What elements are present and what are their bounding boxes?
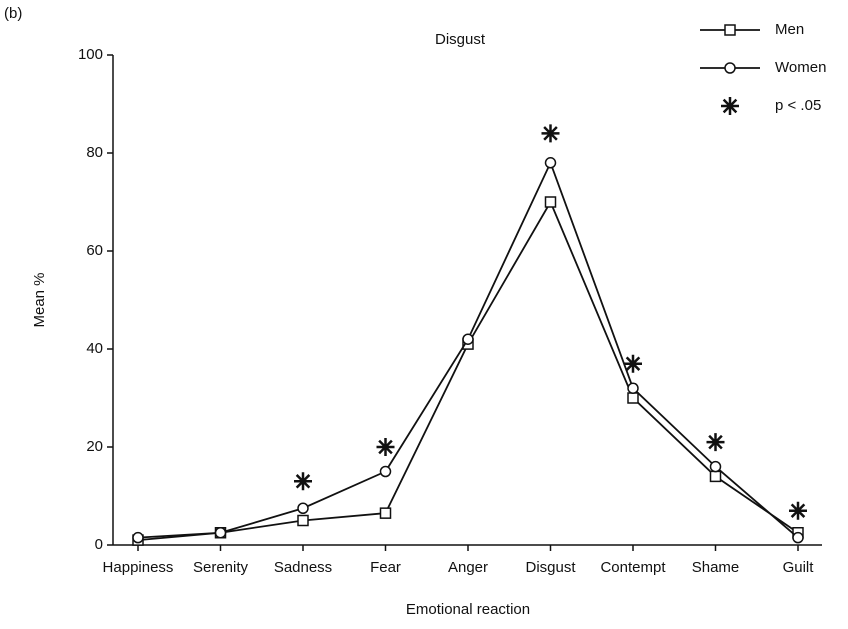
y-tick-label: 0	[95, 536, 103, 553]
marker-square	[379, 507, 392, 519]
x-tick-label: Disgust	[525, 559, 576, 576]
x-tick-label: Happiness	[103, 559, 174, 576]
x-tick-label: Shame	[692, 559, 740, 576]
legend-label: p < .05	[775, 97, 821, 114]
marker-square	[544, 196, 557, 208]
marker-circle	[709, 460, 722, 473]
legend-label: Women	[775, 59, 826, 76]
marker-asterisk	[789, 501, 807, 520]
marker-circle	[214, 527, 227, 539]
marker-asterisk	[706, 433, 725, 452]
marker-asterisk	[541, 124, 560, 143]
x-tick-label: Sadness	[274, 559, 332, 576]
series-line	[137, 199, 799, 541]
marker-asterisk	[624, 354, 642, 373]
series-line	[137, 160, 799, 539]
marker-circle	[132, 531, 144, 544]
x-tick-label: Contempt	[600, 559, 666, 576]
x-tick-label: Anger	[448, 559, 488, 576]
marker-asterisk	[376, 438, 395, 456]
marker-circle	[627, 382, 639, 394]
marker-circle	[379, 465, 392, 478]
x-axis-label: Emotional reaction	[406, 601, 530, 618]
marker-asterisk	[721, 97, 739, 115]
marker-square	[709, 470, 722, 483]
chart-title: Disgust	[435, 31, 486, 48]
legend-label: Men	[775, 21, 804, 38]
y-tick-label: 100	[78, 46, 103, 63]
marker-circle	[462, 333, 474, 345]
marker-circle	[724, 62, 736, 74]
marker-asterisk	[294, 472, 312, 491]
x-tick-label: Guilt	[783, 559, 815, 576]
marker-square	[724, 24, 736, 36]
y-tick-label: 80	[86, 144, 103, 161]
y-tick-label: 20	[86, 438, 103, 455]
marker-square	[297, 514, 309, 527]
marker-square	[627, 392, 639, 404]
marker-circle	[297, 502, 309, 514]
x-tick-label: Serenity	[193, 559, 249, 576]
y-tick-label: 40	[86, 340, 103, 357]
panel-label: (b)	[4, 5, 22, 22]
y-axis-label: Mean %	[31, 272, 48, 327]
marker-circle	[544, 157, 557, 169]
y-tick-label: 60	[86, 242, 103, 259]
x-tick-label: Fear	[370, 559, 401, 576]
marker-circle	[792, 531, 804, 544]
